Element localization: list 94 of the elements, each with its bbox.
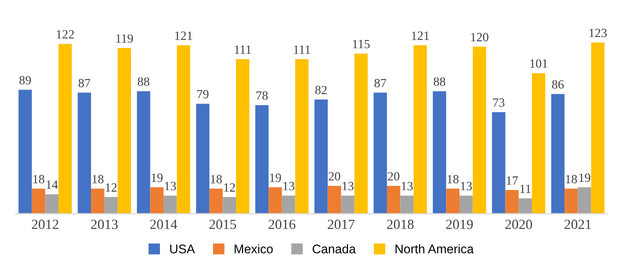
bar — [314, 100, 328, 214]
data-label: 87 — [374, 78, 386, 88]
legend-label: USA — [170, 244, 195, 254]
data-label: 13 — [460, 182, 472, 190]
bar — [91, 188, 104, 214]
data-label: 18 — [92, 174, 104, 184]
data-label: 78 — [256, 91, 268, 100]
data-label: 13 — [342, 182, 354, 190]
bar — [118, 48, 131, 214]
bar — [518, 198, 532, 214]
bar — [104, 197, 118, 214]
x-tick-label: 2018 — [387, 220, 414, 230]
bar — [578, 187, 592, 214]
data-label: 82 — [315, 86, 327, 94]
bar — [268, 187, 282, 214]
legend-label: North America — [396, 244, 474, 254]
bar — [196, 104, 210, 214]
bar — [492, 112, 506, 214]
bar — [446, 188, 460, 214]
legend-label: Canada — [312, 244, 356, 254]
bar — [354, 54, 368, 214]
data-label: 18 — [448, 174, 459, 184]
bar — [176, 45, 190, 214]
data-label: 88 — [434, 77, 446, 86]
data-label: 17 — [506, 176, 518, 185]
data-label: 18 — [210, 174, 222, 184]
bar — [136, 91, 150, 214]
data-label: 88 — [138, 77, 150, 86]
data-label: 120 — [471, 32, 488, 42]
data-label: 19 — [152, 174, 163, 182]
data-label: 19 — [270, 174, 281, 182]
x-tick-label: 2020 — [505, 220, 532, 230]
bar — [374, 92, 387, 214]
bar — [505, 190, 519, 214]
bar — [164, 196, 177, 214]
data-label: 12 — [106, 183, 117, 192]
bar — [18, 90, 32, 214]
data-label: 13 — [165, 182, 176, 190]
data-label: 121 — [412, 32, 429, 40]
bar — [414, 45, 427, 214]
data-label: 87 — [78, 78, 90, 88]
data-label: 79 — [197, 90, 208, 98]
data-label: 73 — [493, 98, 504, 107]
data-label: 20 — [328, 172, 340, 181]
x-tick-label: 2016 — [268, 220, 296, 230]
bar — [295, 59, 309, 214]
x-tick-label: 2014 — [150, 220, 178, 230]
bar — [32, 188, 46, 214]
data-label: 19 — [579, 174, 590, 182]
data-label: 121 — [175, 32, 192, 40]
data-label: 18 — [566, 174, 577, 184]
bar — [386, 186, 400, 214]
bar — [236, 59, 250, 214]
data-label: 111 — [234, 45, 251, 54]
data-label: 119 — [116, 34, 133, 43]
bar — [150, 187, 164, 214]
data-label: 89 — [19, 76, 31, 84]
legend-label: Mexico — [234, 244, 273, 254]
data-label: 20 — [388, 172, 400, 181]
bar — [78, 92, 92, 214]
x-tick-label: 2015 — [209, 220, 236, 230]
x-tick-label: 2019 — [446, 220, 473, 230]
bar — [400, 196, 414, 214]
bar — [222, 197, 236, 214]
data-label: 86 — [552, 80, 564, 89]
data-label: 122 — [56, 30, 74, 38]
bar — [341, 196, 354, 214]
data-label: 11 — [520, 184, 531, 193]
bar — [209, 188, 223, 214]
bar — [45, 194, 58, 214]
data-label: 18 — [33, 174, 44, 184]
bar — [459, 196, 473, 214]
bar — [432, 91, 446, 214]
data-label: 101 — [530, 59, 548, 68]
data-label: 13 — [283, 182, 294, 190]
data-label: 123 — [590, 28, 607, 38]
bar — [551, 94, 565, 214]
data-label: 14 — [46, 180, 58, 189]
x-tick-label: 2013 — [91, 220, 118, 230]
bar — [255, 105, 269, 214]
bar — [328, 186, 342, 214]
bar — [282, 196, 296, 214]
data-label: 111 — [294, 45, 310, 54]
data-label: 115 — [353, 40, 370, 48]
bar — [472, 46, 486, 214]
data-label: 12 — [224, 183, 235, 192]
bar — [532, 73, 546, 214]
bar — [564, 188, 578, 214]
data-label: 13 — [402, 182, 413, 190]
x-tick-label: 2012 — [32, 220, 58, 230]
bar — [58, 44, 72, 214]
bar — [591, 42, 604, 214]
x-tick-label: 2017 — [328, 220, 355, 230]
x-tick-label: 2021 — [564, 220, 591, 230]
